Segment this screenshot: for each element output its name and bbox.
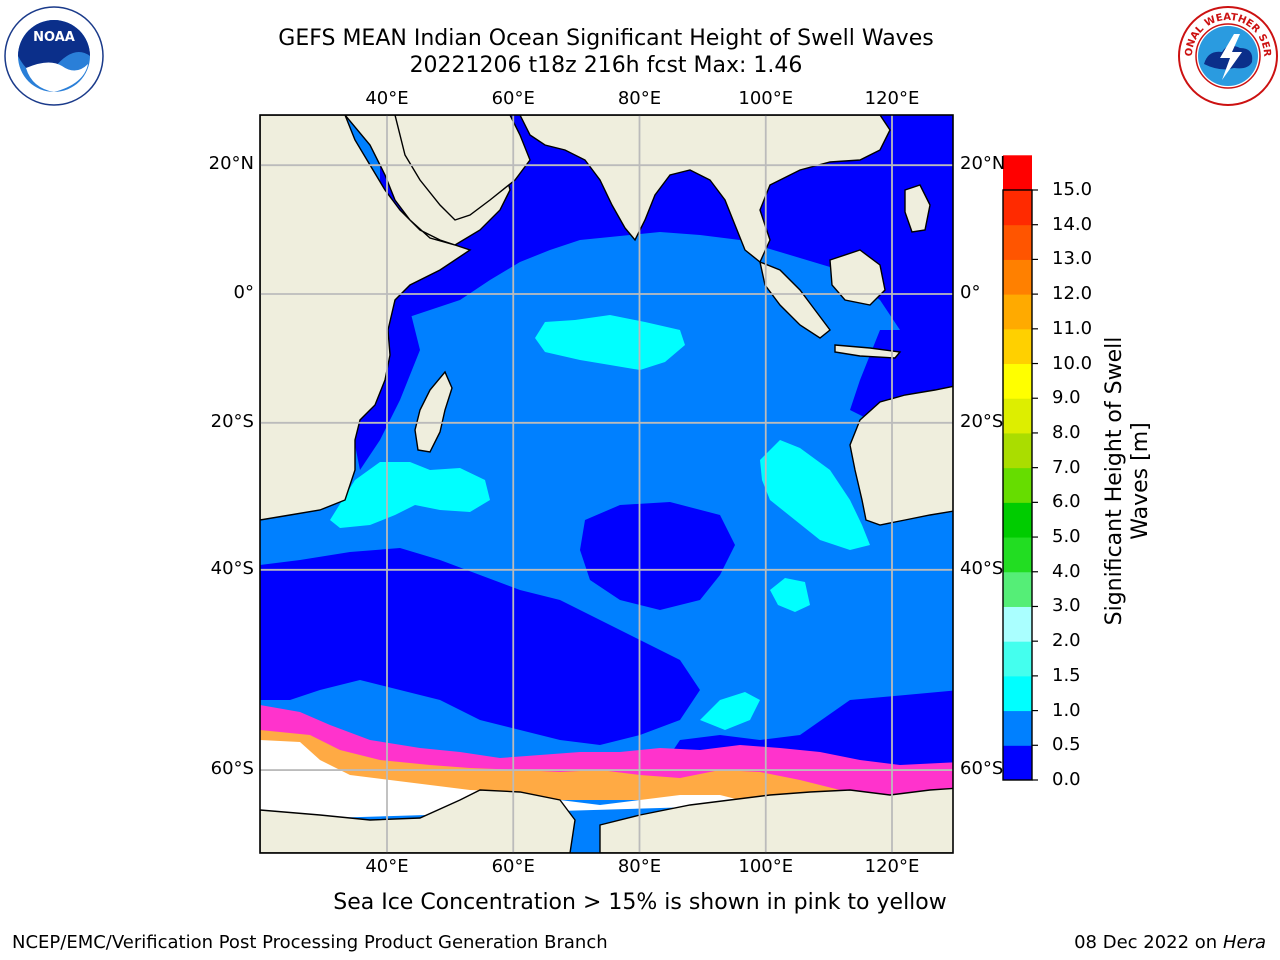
- land-java: [834, 344, 902, 359]
- land-arabia: [394, 115, 531, 221]
- colorbar-tick-label: 9.0: [1052, 387, 1081, 409]
- lat-tick-label-right: 20°S: [960, 410, 1004, 432]
- colorbar-band: [1003, 710, 1032, 746]
- colorbar-tick-label: 15.0: [1052, 179, 1093, 200]
- colorbar-tick-label: 13.0: [1052, 248, 1093, 270]
- land-philippines: [904, 184, 931, 233]
- ocean-band-1-0-1-5-west: [330, 462, 490, 528]
- lat-tick-label-right: 40°S: [960, 557, 1004, 579]
- lon-tick-label-top: 40°E: [365, 88, 409, 109]
- lon-tick-label-top: 100°E: [738, 88, 794, 109]
- sea-ice-white: [260, 740, 760, 820]
- lon-tick-label-top: 120°E: [864, 88, 920, 109]
- land-borneo: [829, 249, 886, 306]
- colorbar-tick-label: 0.5: [1052, 734, 1081, 756]
- colorbar-band: [1003, 155, 1032, 191]
- colorbar-tick-label: 11.0: [1052, 317, 1093, 339]
- lon-tick-label-top: 60°E: [491, 88, 535, 109]
- colorbar-band: [1003, 328, 1032, 365]
- ocean-band-0-0-5-south: [260, 548, 700, 745]
- ocean-band-0-0-5-mozambique: [350, 310, 420, 470]
- lon-tick-label-bottom: 100°E: [738, 856, 794, 877]
- colorbar: [1002, 155, 1038, 781]
- map-plot-area: [260, 115, 953, 853]
- land-australia: [849, 385, 953, 526]
- lat-tick-label-left: 0°: [233, 282, 254, 303]
- lon-tick-label-bottom: 120°E: [864, 856, 920, 877]
- lat-tick-label-right: 0°: [960, 282, 981, 303]
- colorbar-tick-label: 14.0: [1052, 213, 1093, 235]
- colorbar-tick-label: 1.5: [1052, 664, 1081, 686]
- colorbar-tick-label: 6.0: [1052, 491, 1081, 513]
- sea-ice-orange: [260, 730, 870, 800]
- colorbar-tick-label: 7.0: [1052, 456, 1081, 478]
- lon-tick-label-bottom: 80°E: [617, 856, 662, 877]
- colorbar-band: [1003, 641, 1032, 677]
- colorbar-band: [1003, 259, 1032, 295]
- ocean-band-1-0-1-5-equatorial: [535, 315, 685, 370]
- lon-tick-label-bottom: 60°E: [491, 856, 535, 877]
- land-sumatra: [759, 260, 831, 339]
- colorbar-band: [1003, 398, 1032, 434]
- ocean-band-1-0-1-5-patch: [770, 578, 810, 612]
- colorbar-frame: [1002, 189, 1033, 781]
- footer-credit: NCEP/EMC/Verification Post Processing Pr…: [12, 932, 608, 953]
- colorbar-tick-label: 4.0: [1052, 560, 1081, 582]
- colorbar-tick-label: 8.0: [1052, 421, 1081, 443]
- svg-text:NOAA: NOAA: [33, 30, 75, 45]
- lat-tick-label-left: 20°N: [208, 153, 254, 175]
- ocean-band-0-0-5-north: [380, 115, 953, 378]
- colorbar-band: [1003, 467, 1032, 503]
- colorbar-band: [1003, 675, 1032, 712]
- colorbar-band: [1003, 190, 1032, 226]
- nws-logo: NATIONAL WEATHER SERVICE: [1178, 6, 1278, 106]
- colorbar-tick-label: 1.0: [1052, 699, 1081, 721]
- lat-tick-label-left: 40°S: [210, 557, 254, 579]
- colorbar-tick-label: 10.0: [1052, 352, 1093, 374]
- land-madagascar: [414, 370, 453, 453]
- lat-tick-label-left: 20°S: [210, 410, 254, 432]
- gridlines: [260, 115, 953, 853]
- colorbar-tick-label: 0.0: [1052, 769, 1081, 790]
- footer-host: Hera: [1222, 932, 1266, 953]
- lat-tick-label-right: 20°N: [960, 153, 1006, 175]
- colorbar-band: [1003, 745, 1032, 781]
- map-frame: [259, 114, 954, 854]
- page-title: GEFS MEAN Indian Ocean Significant Heigh…: [278, 26, 934, 51]
- land: [260, 115, 953, 853]
- lon-tick-label-bottom: 40°E: [365, 856, 409, 877]
- colorbar-tick-label: 2.0: [1052, 630, 1081, 652]
- lat-tick-label-right: 60°S: [960, 758, 1004, 780]
- ocean-band-1-0-1-5-south: [700, 692, 760, 730]
- colorbar-band: [1003, 571, 1032, 607]
- colorbar-band: [1003, 537, 1032, 573]
- page-subtitle: 20221206 t18z 216h fcst Max: 1.46: [409, 53, 803, 78]
- ocean-band-1-0-1-5-east: [760, 440, 870, 550]
- ocean-band-0-0-5-central: [580, 502, 735, 610]
- colorbar-tick-label: 3.0: [1052, 595, 1081, 617]
- colorbar-band: [1003, 432, 1032, 469]
- colorbar-band: [1003, 363, 1032, 399]
- footer-date: 08 Dec 2022 on Hera: [1074, 932, 1266, 953]
- colorbar-band: [1003, 606, 1032, 642]
- lon-tick-label-top: 80°E: [617, 88, 662, 109]
- noaa-logo: NOAA: [4, 6, 104, 106]
- colorbar-tick-label: 12.0: [1052, 283, 1093, 305]
- lat-tick-label-left: 60°S: [210, 758, 254, 780]
- colorbar-band: [1003, 224, 1032, 260]
- colorbar-band: [1003, 294, 1032, 330]
- colorbar-tick-label: 5.0: [1052, 526, 1081, 548]
- map-caption: Sea Ice Concentration > 15% is shown in …: [333, 890, 947, 915]
- land-india: [519, 115, 891, 264]
- colorbar-band: [1003, 502, 1032, 538]
